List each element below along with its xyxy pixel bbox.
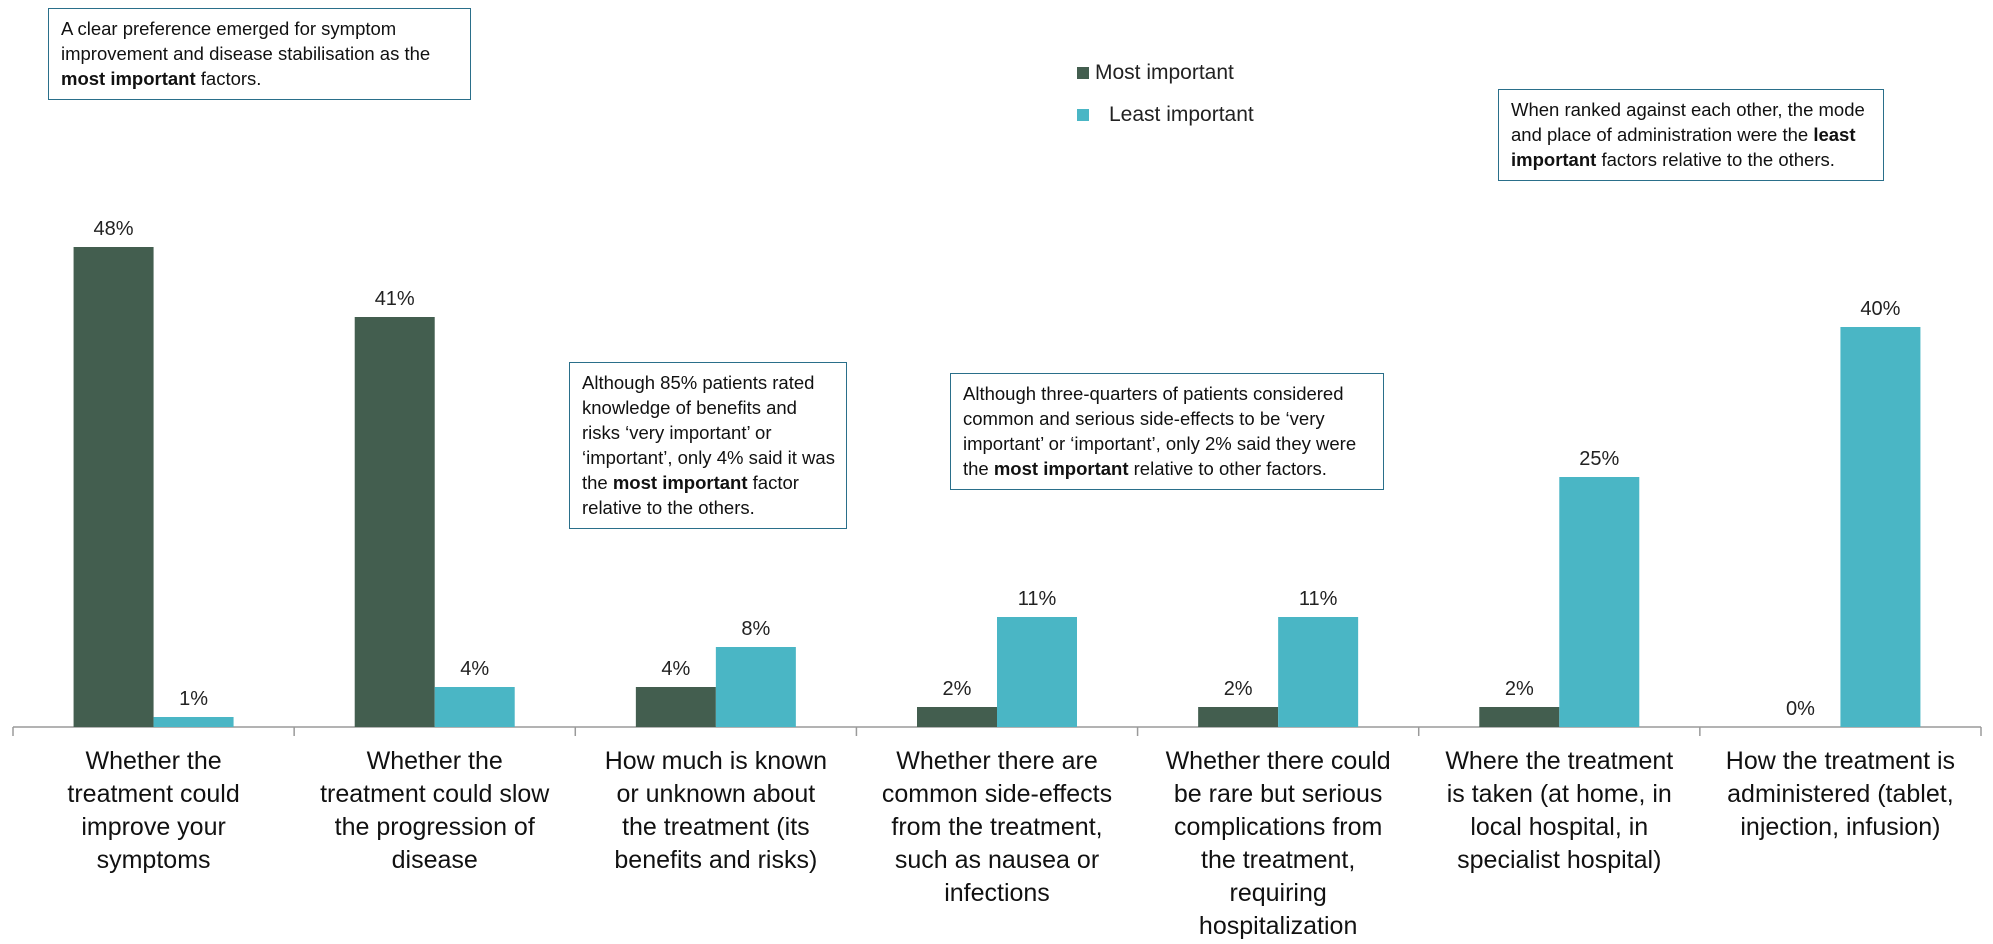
legend-item-least-important: Least important (1077, 103, 1254, 127)
category-label-line: How the treatment is (1726, 747, 1955, 775)
data-label-least-important-5: 11% (1299, 588, 1338, 610)
category-label-line: the progression of (335, 813, 535, 841)
data-label-least-important-7: 40% (1860, 298, 1900, 320)
category-label-line: How much is known (605, 747, 827, 775)
category-label-line: treatment could slow (320, 780, 550, 808)
category-label-line: such as nausea or (895, 846, 1099, 874)
bar-most-important-5 (1198, 707, 1279, 727)
category-label-line: Whether the (367, 747, 503, 775)
category-label-line: Where the treatment (1445, 747, 1673, 775)
annotation-1-text-end: factors. (195, 68, 262, 89)
bar-most-important-3 (635, 687, 716, 727)
category-label-line: the treatment (its (622, 813, 810, 841)
category-label-line: local hospital, in (1470, 813, 1648, 841)
annotation-2-text: When ranked against each other, the mode… (1511, 99, 1865, 145)
annotation-4-text: Although three-quarters of patients cons… (963, 383, 1357, 479)
category-label-line: infections (944, 879, 1050, 907)
data-label-least-important-1: 1% (179, 688, 208, 710)
category-label-3: How much is known or unknown about the tre… (605, 747, 827, 874)
category-label-line: hospitalization (1199, 912, 1357, 940)
category-label-2: Whether the treatment could slow the progr… (320, 747, 550, 874)
category-label-line: Whether there are (896, 747, 1098, 775)
annotation-1-text: A clear preference emerged for symptom i… (61, 18, 431, 64)
bar-most-important-1 (73, 247, 154, 727)
category-label-line: the treatment, (1201, 846, 1355, 874)
data-label-most-important-3: 4% (661, 658, 690, 680)
bar-least-important-2 (434, 687, 515, 727)
annotation-2-text-end: factors relative to the others. (1596, 149, 1835, 170)
annotation-box-3: Although 85% patients rated knowledge of… (569, 362, 847, 529)
data-label-least-important-6: 25% (1579, 448, 1619, 470)
annotation-box-4: Although three-quarters of patients cons… (950, 373, 1384, 490)
bar-least-important-4 (997, 617, 1077, 727)
legend-swatch-most-important (1077, 67, 1089, 79)
data-label-least-important-2: 4% (460, 658, 489, 680)
category-label-6: Where the treatment is taken (at home, in… (1445, 747, 1673, 874)
legend-label-most-important: Most important (1095, 61, 1234, 84)
category-label-line: complications from (1174, 813, 1382, 841)
category-label-line: specialist hospital) (1457, 846, 1661, 874)
data-label-most-important-1: 48% (94, 218, 134, 240)
category-label-line: requiring (1230, 879, 1327, 907)
bar-least-important-5 (1278, 617, 1359, 727)
annotation-1-bold: most important (61, 68, 196, 89)
category-label-line: be rare but serious (1174, 780, 1382, 808)
annotation-3-bold: most important (612, 472, 748, 493)
category-label-line: from the treatment, (891, 813, 1102, 841)
legend-item-most-important: Most important (1077, 61, 1234, 85)
category-label-line: Whether there could (1166, 747, 1391, 775)
category-label-line: symptoms (97, 846, 211, 874)
data-label-most-important-7: 0% (1786, 698, 1815, 720)
annotation-4-text-end: relative to other factors. (1128, 458, 1327, 479)
annotation-4-bold: most important (993, 458, 1129, 479)
category-label-7: How the treatment is administered (tablet… (1726, 747, 1955, 841)
category-label-line: is taken (at home, in (1447, 780, 1672, 808)
legend-label-least-important: Least important (1109, 103, 1254, 126)
category-label-line: improve your (81, 813, 226, 841)
category-label-line: Whether the (85, 747, 221, 775)
legend-swatch-least-important (1077, 109, 1089, 121)
category-label-5: Whether there could be rare but serious co… (1166, 747, 1391, 940)
bar-least-important-1 (153, 717, 234, 727)
annotation-2-bold: least important (1511, 124, 1856, 170)
category-label-line: or unknown about (616, 780, 815, 808)
data-label-most-important-4: 2% (943, 678, 972, 700)
data-label-most-important-5: 2% (1224, 678, 1253, 700)
annotation-3-text-end: factor relative to the others. (582, 472, 799, 518)
bar-least-important-6 (1559, 477, 1640, 727)
category-label-line: injection, infusion) (1740, 813, 1940, 841)
category-label-line: treatment could (67, 780, 239, 808)
bar-most-important-6 (1479, 707, 1560, 727)
category-label-line: common side-effects (882, 780, 1112, 808)
bar-least-important-7 (1840, 327, 1921, 727)
annotation-box-1: A clear preference emerged for symptom i… (48, 8, 471, 100)
bar-most-important-4 (917, 707, 997, 727)
category-label-line: administered (tablet, (1727, 780, 1954, 808)
data-label-least-important-3: 8% (741, 618, 770, 640)
bar-most-important-2 (354, 317, 435, 727)
bar-least-important-3 (715, 647, 796, 727)
category-label-line: disease (392, 846, 478, 874)
annotation-box-2: When ranked against each other, the mode… (1498, 89, 1884, 181)
category-label-4: Whether there are common side-effects from… (882, 747, 1112, 907)
category-label-line: benefits and risks) (614, 846, 817, 874)
data-label-most-important-2: 41% (375, 288, 415, 310)
data-label-least-important-4: 11% (1018, 588, 1057, 610)
annotation-3-text: Although 85% patients rated knowledge of… (582, 372, 835, 493)
category-label-1: Whether the treatment could improve your sy… (67, 747, 239, 874)
data-label-most-important-6: 2% (1505, 678, 1534, 700)
